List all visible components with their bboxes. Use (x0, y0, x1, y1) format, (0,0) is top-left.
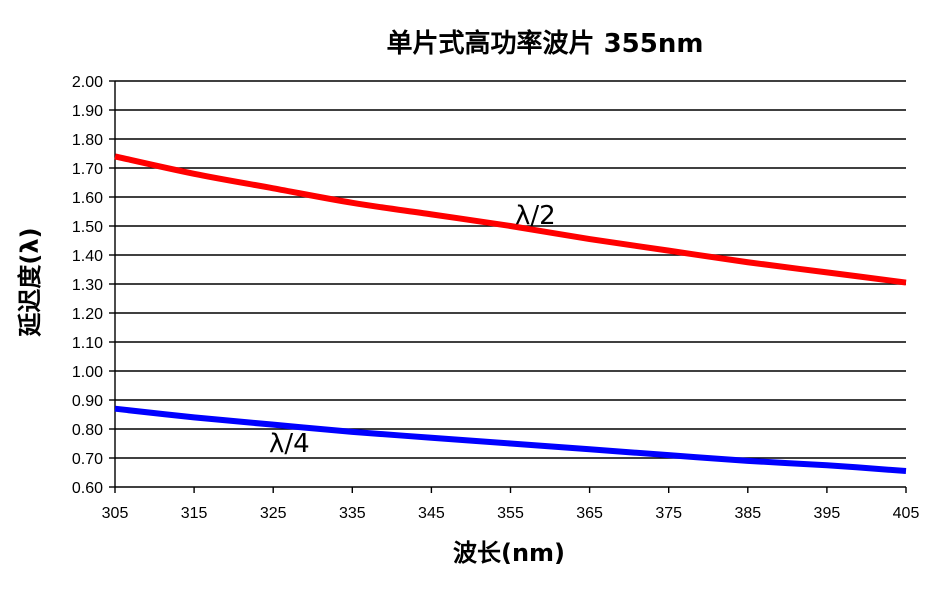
y-tick-label: 1.80 (72, 132, 103, 149)
x-tick-label: 315 (181, 505, 208, 522)
x-tick-label: 375 (655, 505, 682, 522)
x-tick-label: 345 (418, 505, 445, 522)
x-tick-label: 355 (497, 505, 524, 522)
y-tick-label: 0.90 (72, 393, 103, 410)
series-lines (114, 153, 907, 475)
x-tick-label: 305 (102, 505, 129, 522)
y-tick-label: 1.20 (72, 306, 103, 323)
grid-lines (114, 80, 906, 488)
x-tick-label: 385 (734, 505, 761, 522)
quarter-wave-line (114, 405, 907, 475)
x-tick-label: 335 (339, 505, 366, 522)
y-tick-label: 1.40 (72, 248, 103, 265)
y-axis-ticks: 2.00 1.90 1.80 1.70 1.60 1.50 1.40 1.30 1.20 1.10… (72, 74, 115, 497)
series-label-half-wave: λ/2 (515, 201, 556, 231)
y-tick-label: 0.70 (72, 451, 103, 468)
chart-title: 单片式高功率波片 355nm (387, 28, 704, 59)
y-tick-label: 1.00 (72, 364, 103, 381)
x-tick-label: 325 (260, 505, 287, 522)
x-axis-label: 波长(nm) (453, 539, 565, 567)
x-axis-ticks: 305 315 325 335 345 355 365 375 385 395 405 (102, 487, 920, 522)
y-tick-label: 1.30 (72, 277, 103, 294)
y-axis-label: 延迟度(λ) (16, 227, 44, 337)
y-tick-label: 1.50 (72, 219, 103, 236)
y-tick-label: 0.80 (72, 422, 103, 439)
x-tick-label: 395 (814, 505, 841, 522)
y-tick-label: 1.70 (72, 161, 103, 178)
y-tick-label: 1.90 (72, 103, 103, 120)
series-label-quarter-wave: λ/4 (269, 429, 310, 459)
y-tick-label: 1.10 (72, 335, 103, 352)
x-tick-label: 365 (576, 505, 603, 522)
y-tick-label: 1.60 (72, 190, 103, 207)
x-tick-label: 405 (893, 505, 920, 522)
y-tick-label: 2.00 (72, 74, 103, 91)
y-tick-label: 0.60 (72, 480, 103, 497)
half-wave-line (114, 153, 907, 286)
